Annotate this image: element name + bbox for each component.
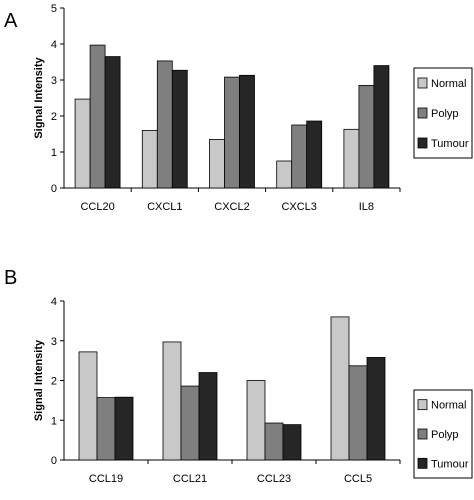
x-tick-label: CCL19 (89, 473, 123, 485)
y-tick-label: 0 (51, 455, 57, 467)
x-tick-label: CXCL2 (214, 201, 249, 213)
bar-tumour-cxcl1 (171, 69, 188, 189)
bar-normal-il8 (343, 128, 360, 189)
y-axis-title: Signal Intensity (33, 339, 45, 421)
x-tick-label: IL8 (359, 201, 374, 213)
bar-normal-ccl21 (162, 341, 182, 461)
legend-swatch-normal (417, 399, 428, 411)
chart-b-svg: 0 1 2 3 4 Signal Intensity CCL19 CCL21 CCL23 CCL5… (33, 296, 473, 485)
bar-normal-ccl23 (246, 380, 266, 461)
bar-normal-ccl19 (78, 351, 98, 461)
y-axis-title: Signal Intensity (33, 56, 45, 138)
legend-swatch-normal (417, 77, 428, 89)
bar-tumour-cxcl3 (306, 120, 323, 189)
y-tick-label: 1 (51, 415, 57, 427)
chart-panel-a: 0 1 2 3 4 5 Signal Intensity CCL20 CXCL1 CXCL2 CXC… (0, 0, 474, 238)
bar-polyp-cxcl3 (291, 124, 308, 189)
legend-label-polyp: Polyp (431, 429, 459, 441)
bar-tumour-ccl21 (198, 372, 218, 461)
panel-label-a: A (4, 10, 18, 32)
chart-panel-b: 0 1 2 3 4 Signal Intensity CCL19 CCL21 CCL23 CCL5… (0, 250, 474, 500)
y-tick-label: 4 (51, 296, 57, 308)
y-tick-label: 0 (51, 183, 57, 195)
bar-tumour-ccl20 (104, 56, 121, 189)
y-tick-label: 5 (51, 3, 57, 15)
bar-normal-cxcl2 (209, 138, 225, 189)
bar-polyp-ccl20 (89, 44, 106, 189)
x-tick-label: CCL20 (80, 201, 114, 213)
legend-label-normal: Normal (431, 78, 466, 90)
legend-label-tumour: Tumour (431, 138, 469, 150)
legend-swatch-polyp (417, 428, 428, 440)
y-tick-label: 1 (51, 147, 57, 159)
legend-label-tumour: Tumour (431, 458, 469, 470)
y-tick-label: 3 (51, 336, 57, 348)
bar-normal-cxcl3 (276, 160, 293, 189)
legend-swatch-tumour (417, 137, 428, 149)
chart-a-svg: 0 1 2 3 4 5 Signal Intensity CCL20 CXCL1 CXCL2 CXC… (33, 3, 473, 213)
legend-label-normal: Normal (431, 400, 466, 412)
panel-label-b: B (4, 267, 18, 289)
bar-polyp-ccl5 (348, 365, 368, 461)
bar-polyp-cxcl1 (156, 60, 173, 189)
bar-polyp-ccl19 (96, 397, 116, 461)
legend-swatch-polyp (417, 107, 428, 119)
x-tick-label: CCL23 (257, 473, 291, 485)
x-tick-label: CCL5 (344, 473, 372, 485)
y-tick-label: 3 (51, 75, 57, 87)
bar-polyp-il8 (358, 85, 375, 189)
legend-swatch-tumour (417, 457, 428, 469)
bar-polyp-cxcl2 (224, 76, 240, 189)
bar-normal-ccl20 (74, 98, 91, 189)
bar-tumour-ccl23 (282, 424, 302, 461)
bar-normal-cxcl1 (141, 129, 158, 189)
bar-polyp-ccl21 (180, 385, 200, 461)
bar-normal-ccl5 (330, 316, 350, 461)
bar-tumour-ccl5 (366, 357, 386, 461)
bar-tumour-il8 (373, 65, 390, 189)
bar-tumour-cxcl2 (239, 74, 255, 189)
y-tick-label: 4 (51, 39, 57, 51)
y-tick-label: 2 (51, 376, 57, 388)
bar-polyp-ccl23 (264, 422, 284, 461)
x-tick-label: CXCL1 (147, 201, 182, 213)
y-tick-label: 2 (51, 111, 57, 123)
x-tick-label: CXCL3 (281, 201, 316, 213)
legend-label-polyp: Polyp (431, 108, 459, 120)
bar-tumour-ccl19 (114, 396, 134, 461)
x-tick-label: CCL21 (173, 473, 207, 485)
